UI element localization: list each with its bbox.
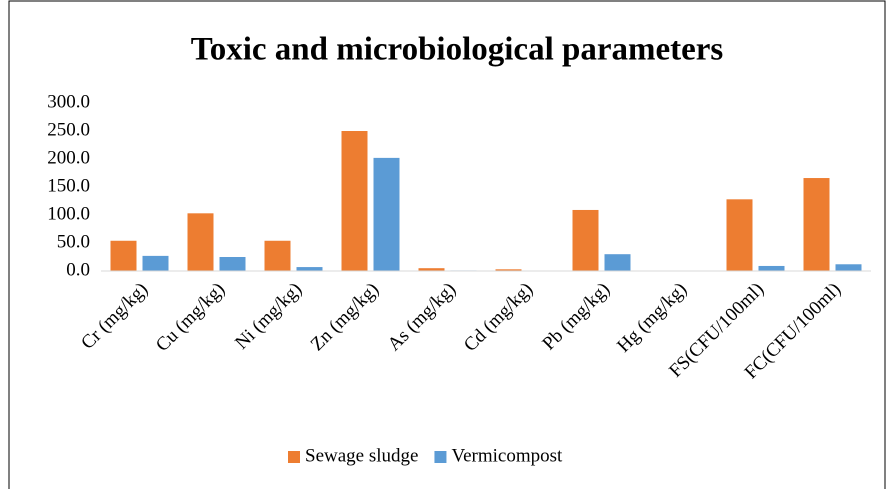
bar	[341, 131, 368, 271]
bar	[373, 157, 400, 271]
bar	[803, 178, 830, 271]
legend-label: Vermicompost	[451, 445, 563, 466]
y-tick-label: 300.0	[47, 91, 90, 112]
bar	[726, 199, 753, 271]
bar	[604, 254, 631, 271]
y-tick-label: 250.0	[47, 119, 90, 140]
bar	[219, 257, 246, 271]
legend-swatch	[434, 451, 447, 463]
bar	[264, 240, 291, 271]
y-tick-label: 50.0	[57, 231, 90, 252]
bar	[187, 213, 214, 271]
bar	[296, 267, 323, 271]
legend-swatch	[288, 451, 300, 463]
y-tick-label: 200.0	[47, 147, 90, 168]
bar	[572, 209, 599, 271]
chart-frame	[8, 0, 886, 489]
y-tick-label: 0.0	[66, 259, 90, 280]
bar	[758, 265, 785, 271]
bar	[495, 269, 522, 271]
y-tick-label: 150.0	[47, 175, 90, 196]
bar	[142, 255, 169, 271]
bar	[835, 264, 862, 271]
bar	[110, 240, 137, 271]
legend-label: Sewage sludge	[305, 445, 418, 466]
y-tick-label: 100.0	[47, 203, 90, 224]
chart-title: Toxic and microbiological parameters	[191, 32, 724, 68]
bar	[418, 268, 445, 271]
